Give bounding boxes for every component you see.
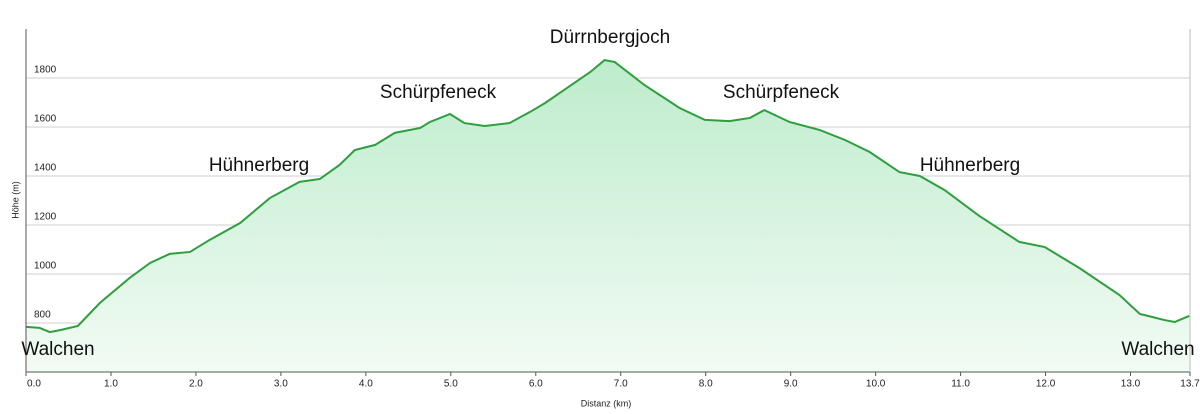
annotation: Schürpfeneck (380, 82, 497, 103)
x-tick-label: 13.0 (1121, 379, 1141, 390)
annotation: Dürrnbergjoch (550, 27, 670, 48)
x-tick-label: 11.0 (951, 379, 970, 390)
x-tick-label: 6.0 (529, 379, 543, 390)
x-tick-label: 0.0 (27, 379, 41, 390)
annotation: Hühnerberg (920, 155, 1020, 176)
x-tick-label: 5.0 (444, 379, 458, 390)
area-fill (26, 60, 1190, 373)
y-tick-label: 1400 (34, 163, 57, 174)
x-axis-label: Distanz (km) (581, 398, 632, 408)
y-tick-label: 1200 (34, 212, 57, 223)
x-tick-label: 9.0 (784, 379, 798, 390)
y-tick-label: 1600 (34, 114, 57, 125)
x-tick-label: 8.0 (699, 379, 713, 390)
x-tick-label: 3.0 (274, 379, 288, 390)
annotation: Schürpfeneck (723, 82, 840, 103)
y-tick-label: 1800 (34, 65, 57, 76)
annotation: Walchen (1121, 339, 1194, 360)
x-tick-label: 1.0 (104, 379, 118, 390)
x-tick-label: 13.7 (1180, 379, 1200, 390)
annotation: Hühnerberg (209, 155, 309, 176)
y-tick-label: 1000 (34, 261, 57, 272)
x-tick-label: 10.0 (866, 379, 886, 390)
y-axis-label: Höhe (m) (10, 181, 20, 219)
x-tick-label: 12.0 (1036, 379, 1056, 390)
x-tick-label: 4.0 (359, 379, 373, 390)
x-tick-label: 7.0 (614, 379, 628, 390)
x-tick-label: 2.0 (189, 379, 203, 390)
elevation-line (25, 59, 1190, 334)
y-tick-label: 800 (34, 310, 51, 321)
annotation: Walchen (21, 339, 94, 360)
